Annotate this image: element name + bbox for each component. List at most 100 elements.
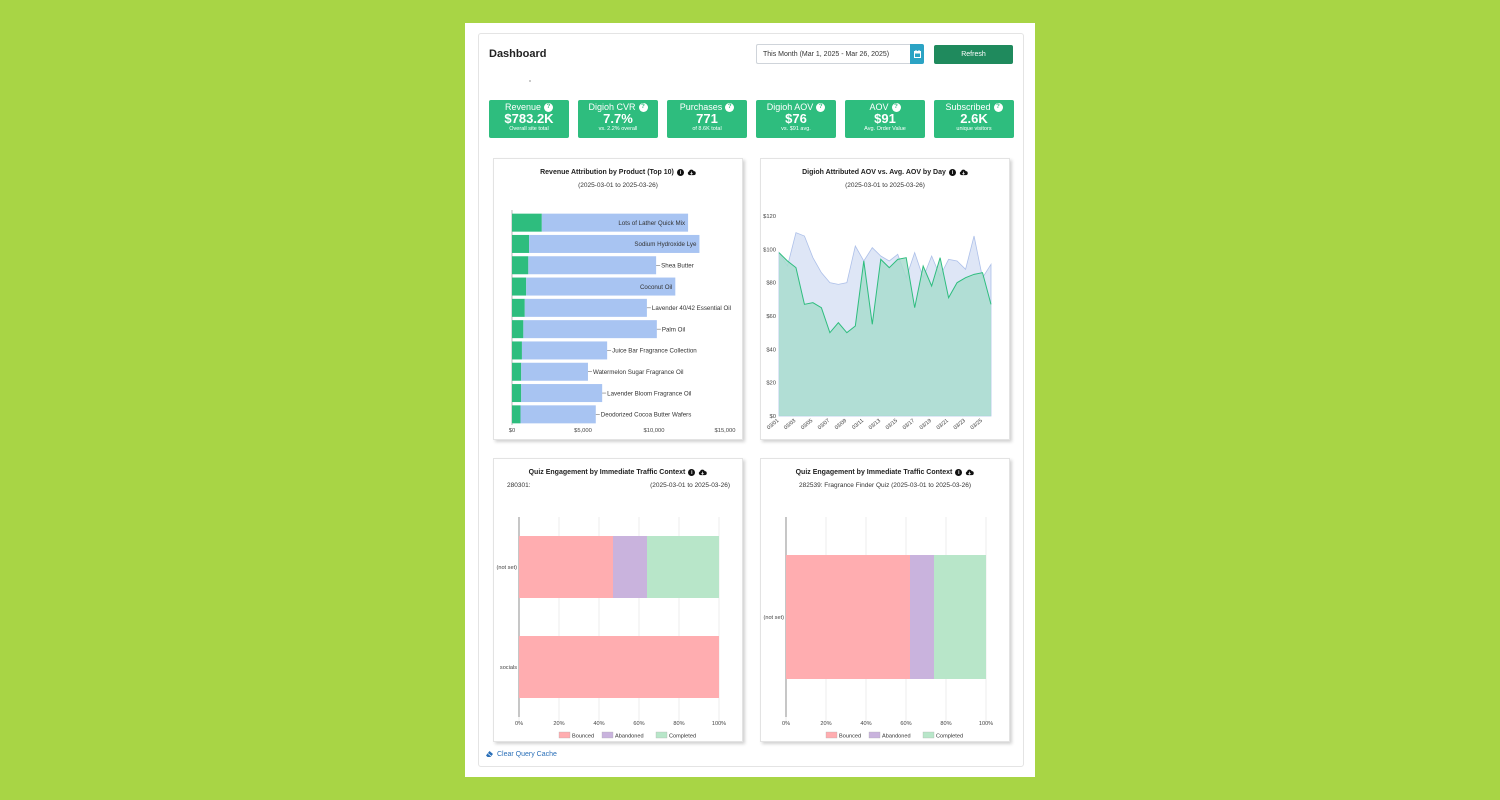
x-tick-label: $5,000 bbox=[574, 428, 592, 434]
legend-swatch bbox=[922, 731, 935, 739]
x-tick-label: $10,000 bbox=[644, 428, 665, 434]
bar-label: Coconut Oil bbox=[640, 284, 672, 291]
eraser-icon bbox=[486, 751, 493, 757]
download-icon[interactable] bbox=[965, 469, 975, 476]
bar-label: Watermelon Sugar Fragrance Oil bbox=[593, 369, 684, 376]
digioh-aov-line bbox=[778, 252, 992, 334]
quiz-engagement-chart-280301: 0% 20% 40% 60% 80% 100% (not set) socials Bounce… bbox=[496, 517, 726, 740]
info-icon[interactable]: i bbox=[676, 169, 684, 176]
kpi-value: $783.2K bbox=[504, 111, 554, 126]
revenue-attribution-card: Revenue Attribution by Product (Top 10) … bbox=[493, 158, 743, 440]
legend-swatch bbox=[655, 731, 668, 739]
info-icon[interactable]: i bbox=[948, 169, 956, 176]
bar-segment-bounced bbox=[786, 555, 910, 679]
x-tick-label: 03/21 bbox=[936, 418, 950, 431]
bar-digioh bbox=[512, 384, 522, 403]
bar-digioh bbox=[512, 213, 542, 232]
kpi-value: 771 bbox=[696, 111, 718, 126]
decorative-dot bbox=[529, 80, 531, 82]
kpi-subscribed: Subscribed? 2.6K unique visitors bbox=[934, 100, 1014, 138]
quiz-id-label: 280301: bbox=[507, 482, 531, 489]
x-tick-label: 60% bbox=[633, 721, 644, 727]
dashboard-frame bbox=[478, 33, 1024, 767]
date-range-input[interactable]: This Month (Mar 1, 2025 - Mar 26, 2025) bbox=[756, 44, 910, 64]
download-icon[interactable] bbox=[698, 469, 708, 476]
x-tick-label: 03/09 bbox=[834, 418, 848, 431]
x-tick-label: 0% bbox=[515, 721, 523, 727]
card-title: Quiz Engagement by Immediate Traffic Con… bbox=[795, 469, 953, 476]
kpi-purchases: Purchases? 771 of 8.6K total bbox=[667, 100, 747, 138]
help-icon[interactable]: ? bbox=[891, 102, 901, 112]
bar-other bbox=[526, 277, 676, 296]
help-icon[interactable]: ? bbox=[993, 102, 1003, 112]
x-tick-label: 80% bbox=[940, 721, 951, 727]
legend-label: Completed bbox=[936, 734, 963, 740]
bar-label: Lots of Lather Quick Mix bbox=[618, 220, 686, 227]
quiz-engagement-card-280301: Quiz Engagement by Immediate Traffic Con… bbox=[493, 458, 743, 742]
bar-segment-bounced bbox=[519, 636, 719, 698]
kpi-sub: Avg. Order Value bbox=[864, 126, 906, 132]
x-tick-label: 03/23 bbox=[953, 418, 967, 431]
y-tick-label: socials bbox=[500, 665, 517, 671]
info-icon[interactable]: i bbox=[955, 469, 963, 476]
card-subtitle: (2025-03-01 to 2025-03-26) bbox=[650, 482, 730, 489]
kpi-label: Revenue bbox=[504, 102, 542, 112]
x-tick-label: $15,000 bbox=[715, 428, 736, 434]
clear-query-cache-link[interactable]: Clear Query Cache bbox=[485, 750, 557, 758]
help-icon[interactable]: ? bbox=[638, 102, 648, 112]
legend-swatch bbox=[868, 731, 881, 739]
bar-segment-completed bbox=[934, 555, 986, 679]
kpi-digioh-cvr: Digioh CVR? 7.7% vs. 2.2% overall bbox=[578, 100, 658, 138]
download-icon[interactable] bbox=[959, 169, 968, 176]
bar-other bbox=[521, 362, 588, 381]
refresh-button[interactable]: Refresh bbox=[934, 45, 1013, 64]
quiz-engagement-card-282539: Quiz Engagement by Immediate Traffic Con… bbox=[760, 458, 1010, 742]
x-tick-label: 60% bbox=[900, 721, 911, 727]
card-subtitle: 282539: Fragrance Finder Quiz (2025-03-0… bbox=[799, 482, 971, 489]
help-icon[interactable]: ? bbox=[544, 102, 554, 112]
help-icon[interactable]: ? bbox=[725, 102, 735, 112]
download-icon[interactable] bbox=[687, 169, 696, 176]
card-title: Revenue Attribution by Product (Top 10) bbox=[540, 169, 674, 176]
y-tick-label: $0 bbox=[770, 414, 776, 420]
y-tick-label: $100 bbox=[763, 247, 776, 253]
card-subtitle: (2025-03-01 to 2025-03-26) bbox=[845, 182, 925, 189]
bar-label: Lavender Bloom Fragrance Oil bbox=[607, 390, 691, 397]
kpi-sub: vs. 2.2% overall bbox=[598, 126, 638, 132]
bar-other bbox=[520, 405, 596, 424]
bar-label: Lavender 40/42 Essential Oil bbox=[652, 305, 731, 312]
legend-swatch bbox=[825, 731, 838, 739]
calendar-button[interactable] bbox=[910, 44, 924, 64]
x-tick-label: 03/17 bbox=[902, 418, 916, 431]
bar-other bbox=[528, 256, 657, 275]
bar-other bbox=[523, 320, 657, 339]
x-tick-label: $0 bbox=[509, 428, 515, 434]
bar-digioh bbox=[512, 320, 524, 339]
aov-by-day-card: Digioh Attributed AOV vs. Avg. AOV by Da… bbox=[760, 158, 1010, 440]
x-tick-label: 03/11 bbox=[851, 418, 865, 431]
revenue-attribution-chart: Lots of Lather Quick Mix Sodium Hydroxide… bbox=[509, 210, 736, 434]
x-tick-label: 03/07 bbox=[817, 418, 831, 431]
bar-digioh bbox=[512, 298, 525, 317]
x-tick-label: 40% bbox=[860, 721, 871, 727]
bar-segment-completed bbox=[647, 536, 719, 598]
help-icon[interactable]: ? bbox=[816, 102, 826, 112]
x-tick-label: 03/05 bbox=[800, 418, 814, 431]
calendar-icon bbox=[913, 50, 921, 58]
bar-other bbox=[521, 384, 603, 403]
x-tick-label: 100% bbox=[712, 721, 726, 727]
info-icon[interactable]: i bbox=[688, 469, 696, 476]
kpi-value: $76 bbox=[785, 111, 807, 126]
kpi-aov: AOV? $91 Avg. Order Value bbox=[845, 100, 925, 138]
bar-label: Deodorized Cocoa Butter Wafers bbox=[601, 412, 692, 419]
bar-digioh bbox=[512, 277, 527, 296]
kpi-sub: unique visitors bbox=[956, 126, 992, 132]
x-tick-label: 100% bbox=[979, 721, 993, 727]
x-tick-label: 03/15 bbox=[885, 418, 899, 431]
bar-digioh bbox=[512, 362, 522, 381]
kpi-revenue: Revenue? $783.2K Overall site total bbox=[489, 100, 569, 138]
legend-label: Abandoned bbox=[882, 734, 911, 740]
bar-digioh bbox=[512, 256, 529, 275]
bar-segment-bounced bbox=[519, 536, 613, 598]
